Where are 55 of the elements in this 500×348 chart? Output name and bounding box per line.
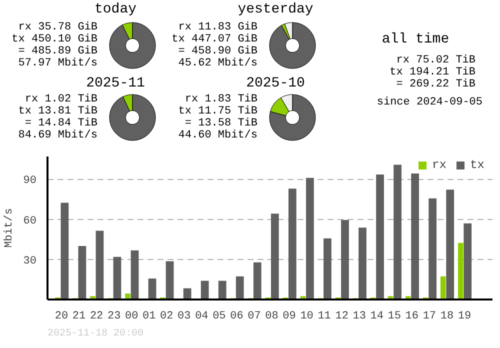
x-tick-label: 04 — [195, 310, 209, 322]
chart-title: 2025-11 — [86, 76, 145, 92]
x-tick-label: 13 — [352, 310, 366, 322]
text: tx 447.07 GiB — [172, 34, 258, 46]
x-tick-label: 02 — [160, 310, 174, 322]
x-tick-label: 21 — [72, 310, 86, 322]
x-tick-label: 14 — [370, 310, 384, 322]
x-tick-label: 01 — [142, 310, 156, 322]
text: 84.69 Mbit/s — [18, 130, 98, 142]
x-tick-label: 12 — [335, 310, 348, 322]
text: tx 194.21 TiB — [390, 66, 476, 78]
y-tick-label: 90 — [23, 175, 36, 188]
text: 45.62 Mbit/s — [178, 58, 258, 70]
x-tick-label: 06 — [230, 310, 244, 322]
chart-title: yesterday — [238, 2, 314, 18]
x-tick-label: 19 — [458, 310, 472, 322]
legend-label: tx — [470, 158, 486, 172]
chart-title: 2025-10 — [246, 76, 305, 92]
text: tx 13.81 TiB — [18, 106, 98, 118]
y-tick-label: 30 — [23, 255, 36, 268]
text: 57.97 Mbit/s — [18, 58, 98, 70]
text: rx 1.02 TiB — [24, 94, 98, 106]
text: rx 75.02 TiB — [396, 54, 476, 66]
x-tick-label: 16 — [405, 310, 419, 322]
text: tx 450.10 GiB — [12, 34, 98, 46]
x-tick-label: 22 — [90, 310, 104, 322]
text: = 14.84 TiB — [24, 118, 98, 130]
text: all time — [382, 32, 450, 48]
chart-title: today — [94, 2, 137, 18]
x-tick-label: 03 — [178, 310, 191, 322]
y-tick-label: 60 — [23, 215, 36, 228]
text: rx 1.83 TiB — [184, 94, 258, 106]
text: since 2024-09-05 — [376, 96, 483, 108]
x-tick-label: 20 — [54, 310, 68, 322]
text: = 13.58 TiB — [184, 118, 258, 130]
x-tick-label: 11 — [318, 310, 332, 322]
text: = 485.89 GiB — [18, 46, 98, 58]
x-tick-label: 15 — [388, 310, 401, 322]
y-axis-title: Mbit/s — [3, 208, 16, 248]
x-tick-label: 08 — [265, 310, 278, 322]
legend-label: rx — [432, 158, 448, 172]
x-tick-label: 05 — [212, 310, 226, 322]
text: 44.60 Mbit/s — [178, 130, 258, 142]
text: = 269.22 TiB — [396, 78, 476, 90]
x-tick-label: 23 — [107, 310, 121, 322]
x-tick-label: 07 — [248, 310, 261, 322]
text: rx 35.78 GiB — [18, 22, 98, 34]
x-tick-label: 00 — [124, 310, 138, 322]
x-tick-label: 17 — [422, 310, 436, 322]
x-tick-label: 09 — [282, 310, 296, 322]
x-tick-label: 10 — [300, 310, 314, 322]
text: rx 11.83 GiB — [178, 22, 258, 34]
x-tick-label: 18 — [440, 310, 454, 322]
text: tx 11.75 TiB — [178, 106, 258, 118]
text: = 458.90 GiB — [178, 46, 258, 58]
